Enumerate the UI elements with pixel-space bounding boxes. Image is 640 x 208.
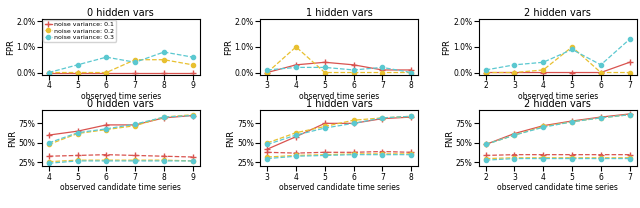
Title: 0 hidden vars: 0 hidden vars — [88, 99, 154, 109]
X-axis label: observed candidate time series: observed candidate time series — [279, 183, 399, 192]
X-axis label: observed time series: observed time series — [299, 92, 380, 101]
X-axis label: observed candidate time series: observed candidate time series — [60, 183, 181, 192]
noise variance: 0.2: (6, 0): 0.2: (6, 0) — [102, 71, 110, 74]
Title: 1 hidden vars: 1 hidden vars — [306, 99, 372, 109]
Title: 2 hidden vars: 2 hidden vars — [524, 99, 591, 109]
noise variance: 0.3: (6, 0.006): 0.3: (6, 0.006) — [102, 56, 110, 58]
Y-axis label: FNR: FNR — [445, 130, 454, 147]
noise variance: 0.3: (4, 0): 0.3: (4, 0) — [45, 71, 52, 74]
noise variance: 0.3: (5, 0.003): 0.3: (5, 0.003) — [74, 64, 81, 66]
Title: 1 hidden vars: 1 hidden vars — [306, 8, 372, 18]
Y-axis label: FPR: FPR — [443, 39, 452, 55]
noise variance: 0.1: (9, 0): 0.1: (9, 0) — [189, 71, 196, 74]
Line: noise variance: 0.1: noise variance: 0.1 — [46, 70, 195, 75]
Title: 2 hidden vars: 2 hidden vars — [524, 8, 591, 18]
Line: noise variance: 0.3: noise variance: 0.3 — [47, 50, 195, 75]
noise variance: 0.3: (9, 0.006): 0.3: (9, 0.006) — [189, 56, 196, 58]
noise variance: 0.2: (5, 0): 0.2: (5, 0) — [74, 71, 81, 74]
noise variance: 0.1: (8, 0): 0.1: (8, 0) — [160, 71, 168, 74]
noise variance: 0.1: (6, 0): 0.1: (6, 0) — [102, 71, 110, 74]
noise variance: 0.3: (7, 0.004): 0.3: (7, 0.004) — [131, 61, 139, 63]
noise variance: 0.1: (5, 0): 0.1: (5, 0) — [74, 71, 81, 74]
noise variance: 0.2: (9, 0.003): 0.2: (9, 0.003) — [189, 64, 196, 66]
noise variance: 0.2: (7, 0.005): 0.2: (7, 0.005) — [131, 58, 139, 61]
Y-axis label: FNR: FNR — [8, 130, 17, 147]
noise variance: 0.3: (8, 0.008): 0.3: (8, 0.008) — [160, 51, 168, 53]
X-axis label: observed time series: observed time series — [81, 92, 161, 101]
X-axis label: observed time series: observed time series — [518, 92, 598, 101]
Legend: noise variance: 0.1, noise variance: 0.2, noise variance: 0.3: noise variance: 0.1, noise variance: 0.2… — [43, 20, 116, 42]
X-axis label: observed candidate time series: observed candidate time series — [497, 183, 618, 192]
Y-axis label: FPR: FPR — [6, 39, 15, 55]
Line: noise variance: 0.2: noise variance: 0.2 — [47, 58, 195, 75]
Y-axis label: FNR: FNR — [227, 130, 236, 147]
noise variance: 0.2: (8, 0.005): 0.2: (8, 0.005) — [160, 58, 168, 61]
noise variance: 0.1: (7, 0): 0.1: (7, 0) — [131, 71, 139, 74]
noise variance: 0.2: (4, 0): 0.2: (4, 0) — [45, 71, 52, 74]
Y-axis label: FPR: FPR — [224, 39, 233, 55]
noise variance: 0.1: (4, 0): 0.1: (4, 0) — [45, 71, 52, 74]
Title: 0 hidden vars: 0 hidden vars — [88, 8, 154, 18]
